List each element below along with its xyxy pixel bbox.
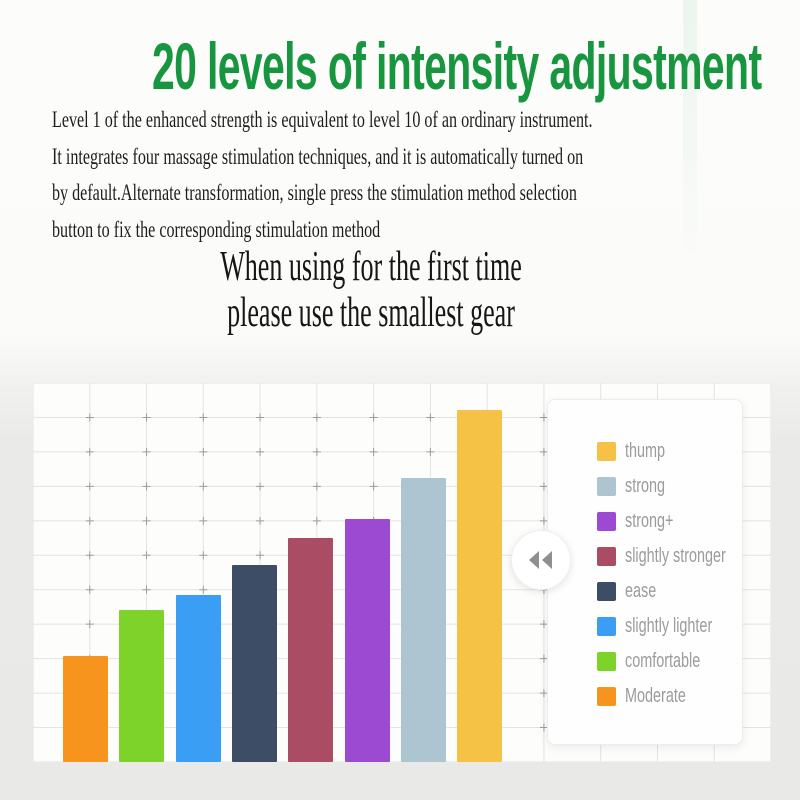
- legend-label: slightly stronger: [625, 545, 726, 567]
- legend-swatch: [597, 652, 616, 671]
- bar-moderate: [63, 656, 108, 762]
- legend-label: strong: [625, 475, 666, 497]
- chart-legend-panel: thump strong strong+ slightly stronger ease s…: [547, 399, 743, 745]
- notice-line: When using for the first time: [220, 244, 522, 290]
- legend-swatch: [597, 687, 616, 706]
- bar-strong-: [344, 519, 390, 762]
- bar-strong: [400, 478, 446, 762]
- bar-thump: [457, 410, 503, 762]
- legend-item-strong-: strong+: [548, 504, 742, 539]
- legend-label: ease: [625, 580, 657, 602]
- bar-comfortable: [119, 610, 165, 762]
- legend-item-slightly-stronger: slightly stronger: [548, 539, 742, 574]
- legend-label: strong+: [625, 510, 674, 532]
- legend-item-strong: strong: [548, 469, 742, 504]
- legend-swatch: [597, 512, 616, 531]
- intro-line: by default.Alternate transformation, sin…: [52, 180, 577, 205]
- double-left-chevron-icon: [529, 551, 552, 569]
- legend-swatch: [597, 477, 616, 496]
- collapse-legend-button[interactable]: [511, 530, 571, 590]
- legend-swatch: [597, 617, 616, 636]
- notice-line: please use the smallest gear: [227, 290, 515, 336]
- legend-item-slightly-lighter: slightly lighter: [548, 609, 742, 644]
- legend-swatch: [597, 582, 616, 601]
- legend-swatch: [597, 442, 616, 461]
- legend-item-thump: thump: [548, 434, 742, 469]
- legend-label: slightly lighter: [625, 615, 713, 637]
- intro-paragraph: Level 1 of the enhanced strength is equi…: [52, 102, 696, 248]
- intro-line: It integrates four massage stimulation t…: [52, 143, 584, 169]
- intro-line: Level 1 of the enhanced strength is equi…: [52, 107, 593, 132]
- first-use-notice: When using for the first time please use…: [123, 244, 619, 336]
- legend-label: comfortable: [625, 650, 701, 672]
- intro-line: button to fix the corresponding stimulat…: [52, 216, 381, 242]
- bar-slightly-stronger: [288, 538, 334, 762]
- legend-swatch: [597, 547, 616, 566]
- legend-item-moderate: Moderate: [548, 679, 742, 714]
- legend-item-comfortable: comfortable: [548, 644, 742, 679]
- legend-items: thump strong strong+ slightly stronger ease s…: [548, 434, 742, 714]
- bar-slightly-lighter: [175, 595, 221, 762]
- page-title: 20 levels of intensity adjustment: [152, 29, 762, 103]
- bar-ease: [231, 565, 277, 762]
- legend-label: Moderate: [625, 685, 686, 707]
- legend-item-ease: ease: [548, 574, 742, 609]
- legend-label: thump: [625, 440, 666, 462]
